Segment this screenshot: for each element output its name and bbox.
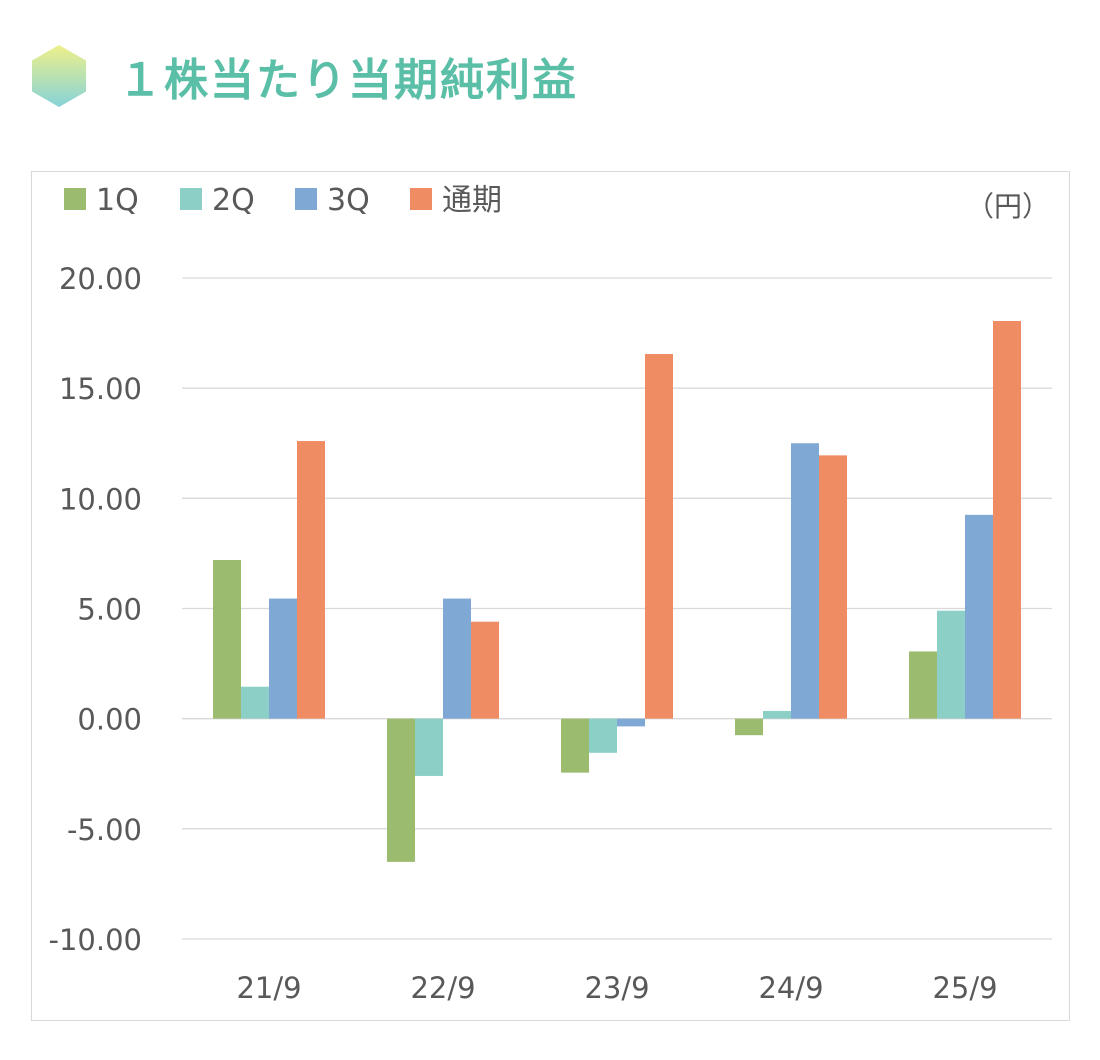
bar-22-9-1: [387, 718, 415, 862]
legend-label-2: 2Q: [212, 183, 255, 218]
y-tick-label: 5.00: [77, 593, 142, 627]
bar-25-9-3: [965, 514, 993, 719]
x-tick-label: 24/9: [758, 971, 823, 1005]
y-tick-label: -5.00: [67, 813, 142, 847]
y-tick-label: 20.00: [59, 262, 142, 296]
legend-swatch-2: [180, 188, 202, 210]
x-tick-label: 22/9: [410, 971, 475, 1005]
bar-21-9-3: [269, 598, 297, 719]
x-tick-label: 23/9: [584, 971, 649, 1005]
bar-21-9-4: [297, 441, 325, 719]
bar-24-9-4: [819, 455, 847, 719]
x-tick-label: 25/9: [932, 971, 997, 1005]
bar-22-9-4: [471, 621, 499, 719]
bar-25-9-1: [909, 651, 937, 719]
y-tick-label: -10.00: [49, 923, 143, 957]
chart-frame: 1Q 2Q 3Q 通期 （円） -10.00 -5.00 0.00 5.00 10.00 15.…: [31, 171, 1070, 1021]
bar-21-9-2: [241, 686, 269, 719]
bar-24-9-3: [791, 443, 819, 719]
bar-21-9-1: [213, 560, 241, 719]
bar-24-9-2: [763, 710, 791, 719]
y-axis-labels: -10.00 -5.00 0.00 5.00 10.00 15.00 20.00: [49, 262, 143, 957]
x-axis-labels: 21/9 22/9 23/9 24/9 25/9: [236, 971, 997, 1005]
legend-swatch-3: [295, 188, 317, 210]
bar-23-9-3: [617, 718, 645, 727]
y-tick-label: 0.00: [77, 703, 142, 737]
bars: [213, 320, 1021, 862]
chart-legend: 1Q 2Q 3Q 通期: [64, 183, 502, 218]
bar-22-9-3: [443, 598, 471, 719]
bar-25-9-4: [993, 320, 1021, 719]
bar-chart: 1Q 2Q 3Q 通期 （円） -10.00 -5.00 0.00 5.00 10.00 15.…: [49, 183, 1052, 1005]
section-heading: １株当たり当期純利益: [30, 40, 578, 112]
legend-label-4: 通期: [442, 183, 502, 218]
bar-23-9-4: [645, 354, 673, 719]
y-tick-label: 10.00: [59, 482, 142, 516]
page-title: １株当たり当期純利益: [118, 55, 578, 106]
y-tick-label: 15.00: [59, 372, 142, 406]
legend-swatch-1: [64, 188, 86, 210]
bar-23-9-2: [589, 718, 617, 753]
bar-25-9-2: [937, 610, 965, 719]
x-tick-label: 21/9: [236, 971, 301, 1005]
bar-22-9-2: [415, 718, 443, 776]
bar-23-9-1: [561, 718, 589, 773]
legend-swatch-4: [410, 188, 432, 210]
hexagon-icon: [32, 45, 86, 107]
unit-label: （円）: [966, 190, 1050, 223]
legend-label-3: 3Q: [327, 183, 370, 218]
legend-label-1: 1Q: [96, 183, 139, 218]
bar-24-9-1: [735, 718, 763, 736]
